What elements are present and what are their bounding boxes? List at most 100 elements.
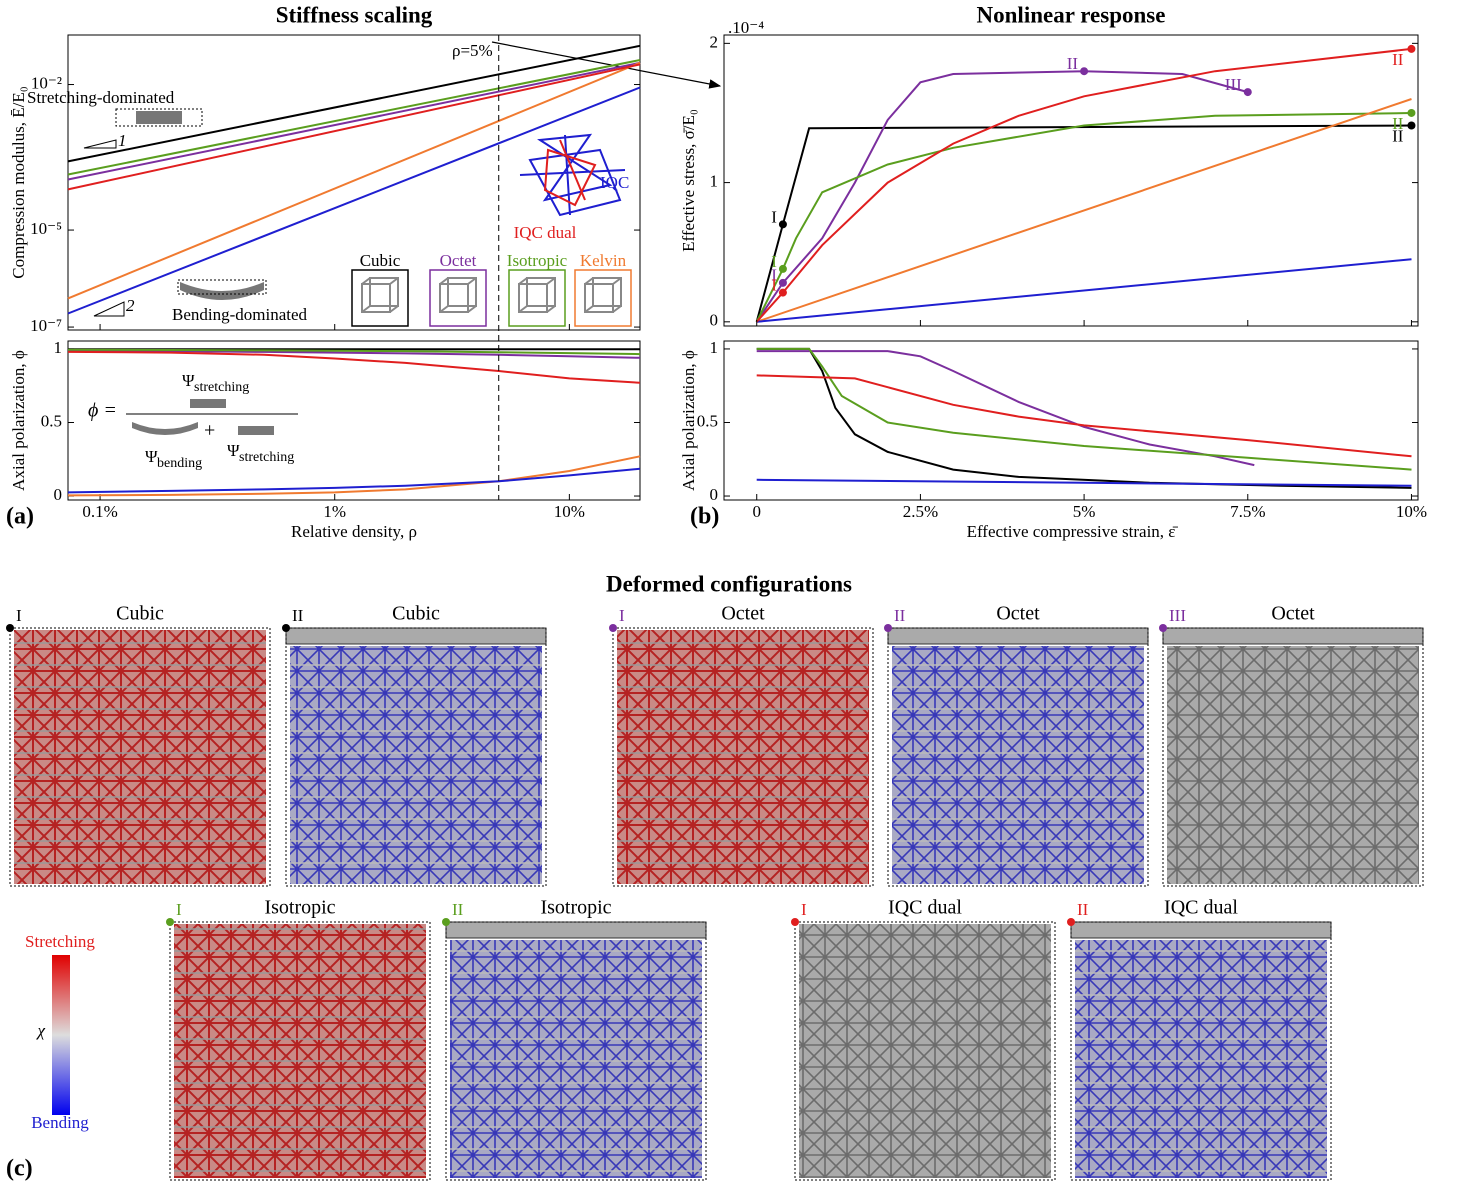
deformed-lattice [174, 924, 426, 1178]
deformed-lattice [1075, 940, 1327, 1178]
state-label: II [292, 606, 304, 625]
state-label: I [801, 900, 807, 919]
tile-title: Octet [996, 603, 1040, 625]
deformed-lattice [799, 924, 1051, 1178]
y-tick-label: 0.5 [41, 411, 62, 430]
state-label: III [1169, 606, 1186, 625]
series-line [757, 49, 1412, 322]
series-line [757, 349, 1412, 488]
series-line [757, 375, 1412, 456]
state-point [1244, 88, 1252, 96]
x-tick-label: 10% [554, 502, 585, 521]
x-tick-label: 7.5% [1230, 502, 1265, 521]
formula: ϕ = [88, 400, 117, 422]
deformed-lattice [1167, 646, 1419, 884]
panel-label: (a) [6, 504, 34, 530]
state-marker [609, 624, 617, 632]
formula: stretching [239, 450, 294, 465]
state-marker [1067, 918, 1075, 926]
slope-triangle [94, 302, 124, 316]
loading-plate [888, 628, 1148, 644]
y-tick-label: 0 [54, 485, 63, 504]
series-line [757, 71, 1248, 322]
state-label: I [16, 606, 22, 625]
y-tick-label: 1 [710, 338, 719, 357]
series-label: IQC dual [514, 223, 577, 242]
figure: Stiffness scaling10⁻⁷10⁻⁵10⁻²Compression… [0, 0, 1458, 1186]
state-label: I [176, 900, 182, 919]
loading-plate [286, 628, 546, 644]
state-label: II [1067, 54, 1079, 73]
x-tick-label: 10% [1396, 502, 1427, 521]
y-axis-label: Axial polarization, ϕ [9, 350, 28, 491]
y-tick-label: 2 [710, 32, 719, 51]
state-marker [884, 624, 892, 632]
reference-label: ρ=5% [452, 41, 493, 60]
legend-label: Octet [440, 251, 477, 270]
state-label: I [771, 207, 777, 226]
x-axis-label: Effective compressive strain, ε̄ [967, 522, 1179, 541]
state-label: I [771, 275, 777, 294]
chart-title: Nonlinear response [977, 2, 1166, 27]
series-line [68, 64, 640, 189]
tile-title: IQC dual [888, 897, 962, 919]
tile-title: Cubic [116, 603, 164, 625]
state-marker [282, 624, 290, 632]
y-tick-label: 1 [710, 171, 719, 190]
state-label: II [1077, 900, 1089, 919]
tile-title: Isotropic [540, 897, 611, 919]
state-point [779, 220, 787, 228]
series-line [757, 349, 1412, 470]
y-tick-label: 0.5 [697, 411, 718, 430]
colorbar-label: Bending [31, 1113, 89, 1132]
chart-title: Stiffness scaling [276, 2, 433, 27]
y-axis-label: Axial polarization, ϕ [679, 350, 698, 491]
state-label: II [1392, 50, 1404, 69]
loading-plate [1071, 922, 1331, 938]
colorbar-label: χ [36, 1021, 46, 1040]
state-label: II [1392, 114, 1404, 133]
formula: bending [157, 456, 202, 471]
state-label: I [771, 252, 777, 271]
series-label: IQC [600, 173, 629, 192]
plot-frame [724, 35, 1418, 326]
deformed-lattice [14, 630, 266, 884]
x-tick-label: 2.5% [903, 502, 938, 521]
colorbar-label: Stretching [25, 932, 95, 951]
state-point [1407, 109, 1415, 117]
state-point [779, 289, 787, 297]
panel-label: (b) [690, 504, 719, 530]
series-line [757, 126, 1412, 322]
state-label: II [452, 900, 464, 919]
x-tick-label: 1% [323, 502, 346, 521]
state-marker [791, 918, 799, 926]
formula: stretching [194, 380, 249, 395]
state-point [1407, 122, 1415, 130]
y-axis-label: Compression modulus, Ē/E₀ [9, 86, 28, 279]
legend-label: Isotropic [507, 251, 568, 270]
legend-label: Kelvin [580, 251, 627, 270]
state-marker [1159, 624, 1167, 632]
y-tick-label: 10⁻⁷ [30, 316, 62, 335]
page: Stiffness scaling10⁻⁷10⁻⁵10⁻²Compression… [0, 0, 1458, 1186]
annotation: Bending-dominated [172, 305, 308, 324]
state-label: II [894, 606, 906, 625]
deformed-lattice [892, 646, 1144, 884]
y-axis-label: Effective stress, σ̄/E₀ [679, 109, 698, 252]
state-point [779, 265, 787, 273]
annotation: Stretching-dominated [27, 88, 175, 107]
icon [190, 399, 226, 408]
annotation: 2 [126, 296, 135, 315]
icon [132, 422, 198, 435]
tile-title: Isotropic [264, 897, 335, 919]
x-tick-label: 0.1% [82, 502, 117, 521]
link-arrow [492, 42, 720, 86]
series-line [757, 99, 1412, 322]
icon [238, 426, 274, 435]
series-line [757, 259, 1412, 322]
state-marker [166, 918, 174, 926]
x-axis-label: Relative density, ρ [291, 522, 417, 541]
x-tick-label: 0 [752, 502, 761, 521]
state-label: I [619, 606, 625, 625]
tile-title: Cubic [392, 603, 440, 625]
